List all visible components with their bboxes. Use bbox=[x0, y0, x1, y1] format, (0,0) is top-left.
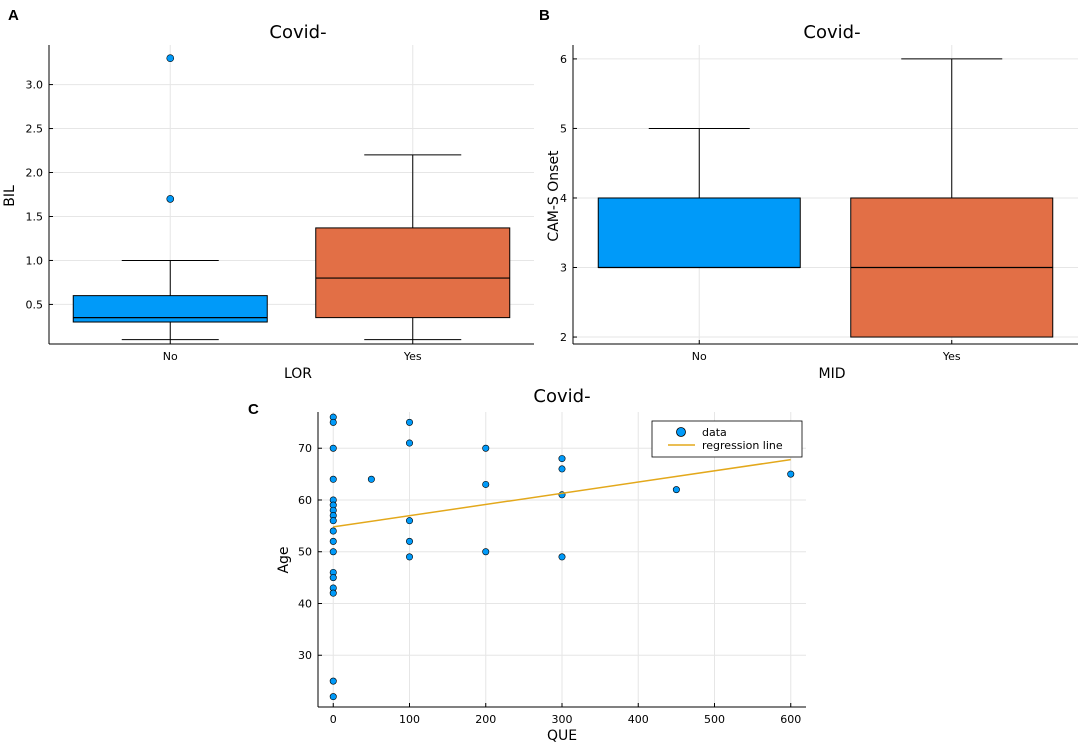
panel-a-ytick-label: 1.5 bbox=[26, 210, 44, 223]
panel-c-ylabel: Age bbox=[276, 546, 292, 573]
panel-c-data-point bbox=[787, 470, 795, 478]
panel-c-data-point bbox=[329, 574, 337, 582]
panel-b-ytick-label: 2 bbox=[560, 331, 567, 344]
panel-a-ytick-label: 2.0 bbox=[26, 167, 44, 180]
panel-c-ytick-label: 60 bbox=[298, 494, 312, 507]
panel-b-ytick-label: 5 bbox=[560, 122, 567, 135]
panel-c-data-point bbox=[405, 553, 413, 561]
legend-label-data: data bbox=[702, 426, 727, 439]
panel-c-data-point bbox=[482, 548, 490, 556]
panel-c-data-point bbox=[329, 517, 337, 525]
panel-c-data-point bbox=[329, 677, 337, 685]
panel-c-xtick-label: 500 bbox=[704, 713, 725, 726]
panel-b-ytick-label: 4 bbox=[560, 192, 567, 205]
panel-c-data-point bbox=[367, 475, 375, 483]
panel-b-xtick-label: Yes bbox=[942, 350, 961, 363]
panel-c-data-point bbox=[405, 439, 413, 447]
panel-c-data-point bbox=[329, 693, 337, 701]
panel-c-legend: data regression line bbox=[651, 420, 803, 458]
legend-box bbox=[651, 420, 803, 458]
panel-label-b: B bbox=[539, 7, 550, 24]
panel-b-box-plot: Covid- MID CAM-S Onset 2 3 4 5 6 No Yes bbox=[546, 22, 1078, 382]
panel-c-regression-line bbox=[333, 458, 791, 528]
panel-c-data-point bbox=[405, 537, 413, 545]
panel-c-data-point bbox=[329, 537, 337, 545]
panel-a-box-yes bbox=[315, 154, 511, 341]
panel-a-ytick-label: 1.0 bbox=[26, 254, 44, 267]
panel-a-ytick-label: 0.5 bbox=[26, 298, 44, 311]
panel-a-xlabel: LOR bbox=[284, 366, 312, 382]
panel-a-box-no bbox=[72, 54, 268, 341]
panel-a-xtick-label: Yes bbox=[403, 350, 422, 363]
panel-a-outlier-point bbox=[166, 195, 175, 203]
panel-c-data-point bbox=[482, 444, 490, 452]
panel-a-title: Covid- bbox=[269, 22, 326, 43]
panel-c-xtick-label: 100 bbox=[399, 713, 420, 726]
panel-c-xtick-label: 200 bbox=[475, 713, 496, 726]
panel-c-data-point bbox=[329, 475, 337, 483]
panel-b-box-no bbox=[597, 127, 801, 269]
panel-b-ytick-label: 6 bbox=[560, 53, 567, 66]
panel-b-xtick-label: No bbox=[692, 350, 707, 363]
panel-a-box-rect bbox=[315, 227, 511, 319]
panel-c-data-point bbox=[329, 527, 337, 535]
panel-b-box-yes bbox=[850, 58, 1054, 338]
panel-a-ytick-label: 2.5 bbox=[26, 123, 44, 136]
panel-a-outlier-point bbox=[166, 54, 175, 62]
panel-b-box-rect bbox=[597, 197, 801, 269]
legend-label-regression-line: regression line bbox=[702, 439, 783, 452]
panel-c-title: Covid- bbox=[533, 386, 590, 407]
panel-c-xtick-label: 600 bbox=[780, 713, 801, 726]
panel-c-data-point bbox=[329, 444, 337, 452]
panel-c-scatter-plot: Covid- QUE Age 30 40 50 60 70 0 100 200 300 400 50… bbox=[276, 386, 806, 744]
panel-c-xlabel: QUE bbox=[547, 728, 577, 744]
panel-b-title: Covid- bbox=[803, 22, 860, 43]
panel-c-data-point bbox=[558, 465, 566, 473]
panel-a-xtick-label: No bbox=[163, 350, 178, 363]
panel-c-ytick-label: 50 bbox=[298, 546, 312, 559]
panel-b-xlabel: MID bbox=[819, 366, 846, 382]
panel-b-ylabel: CAM-S Onset bbox=[546, 150, 562, 242]
panel-label-c: C bbox=[248, 401, 259, 418]
panel-c-data-point bbox=[482, 480, 490, 488]
panel-label-a: A bbox=[8, 7, 19, 24]
panel-c-data-point bbox=[558, 455, 566, 463]
panel-c-xtick-label: 400 bbox=[628, 713, 649, 726]
panel-c-data-point bbox=[329, 548, 337, 556]
panel-c-ytick-label: 40 bbox=[298, 597, 312, 610]
panel-c-data-point bbox=[405, 517, 413, 525]
panel-c-data-point bbox=[558, 553, 566, 561]
panel-c-data-point bbox=[405, 418, 413, 426]
panel-c-data-point bbox=[329, 589, 337, 597]
panel-c-data-point bbox=[329, 418, 337, 426]
panel-c-ytick-label: 70 bbox=[298, 442, 312, 455]
panel-c-ytick-label: 30 bbox=[298, 649, 312, 662]
panel-a-box-plot: Covid- LOR BIL 0.5 1.0 1.5 2.0 2.5 3.0 No Yes bbox=[2, 22, 534, 382]
legend-data-marker bbox=[676, 427, 686, 437]
panel-a-ylabel: BIL bbox=[2, 185, 18, 207]
panel-c-data-point bbox=[672, 486, 680, 494]
panel-c-xtick-label: 0 bbox=[330, 713, 337, 726]
panel-a-ytick-label: 3.0 bbox=[26, 79, 44, 92]
panel-c-xtick-label: 300 bbox=[552, 713, 573, 726]
panel-b-ytick-label: 3 bbox=[560, 262, 567, 275]
